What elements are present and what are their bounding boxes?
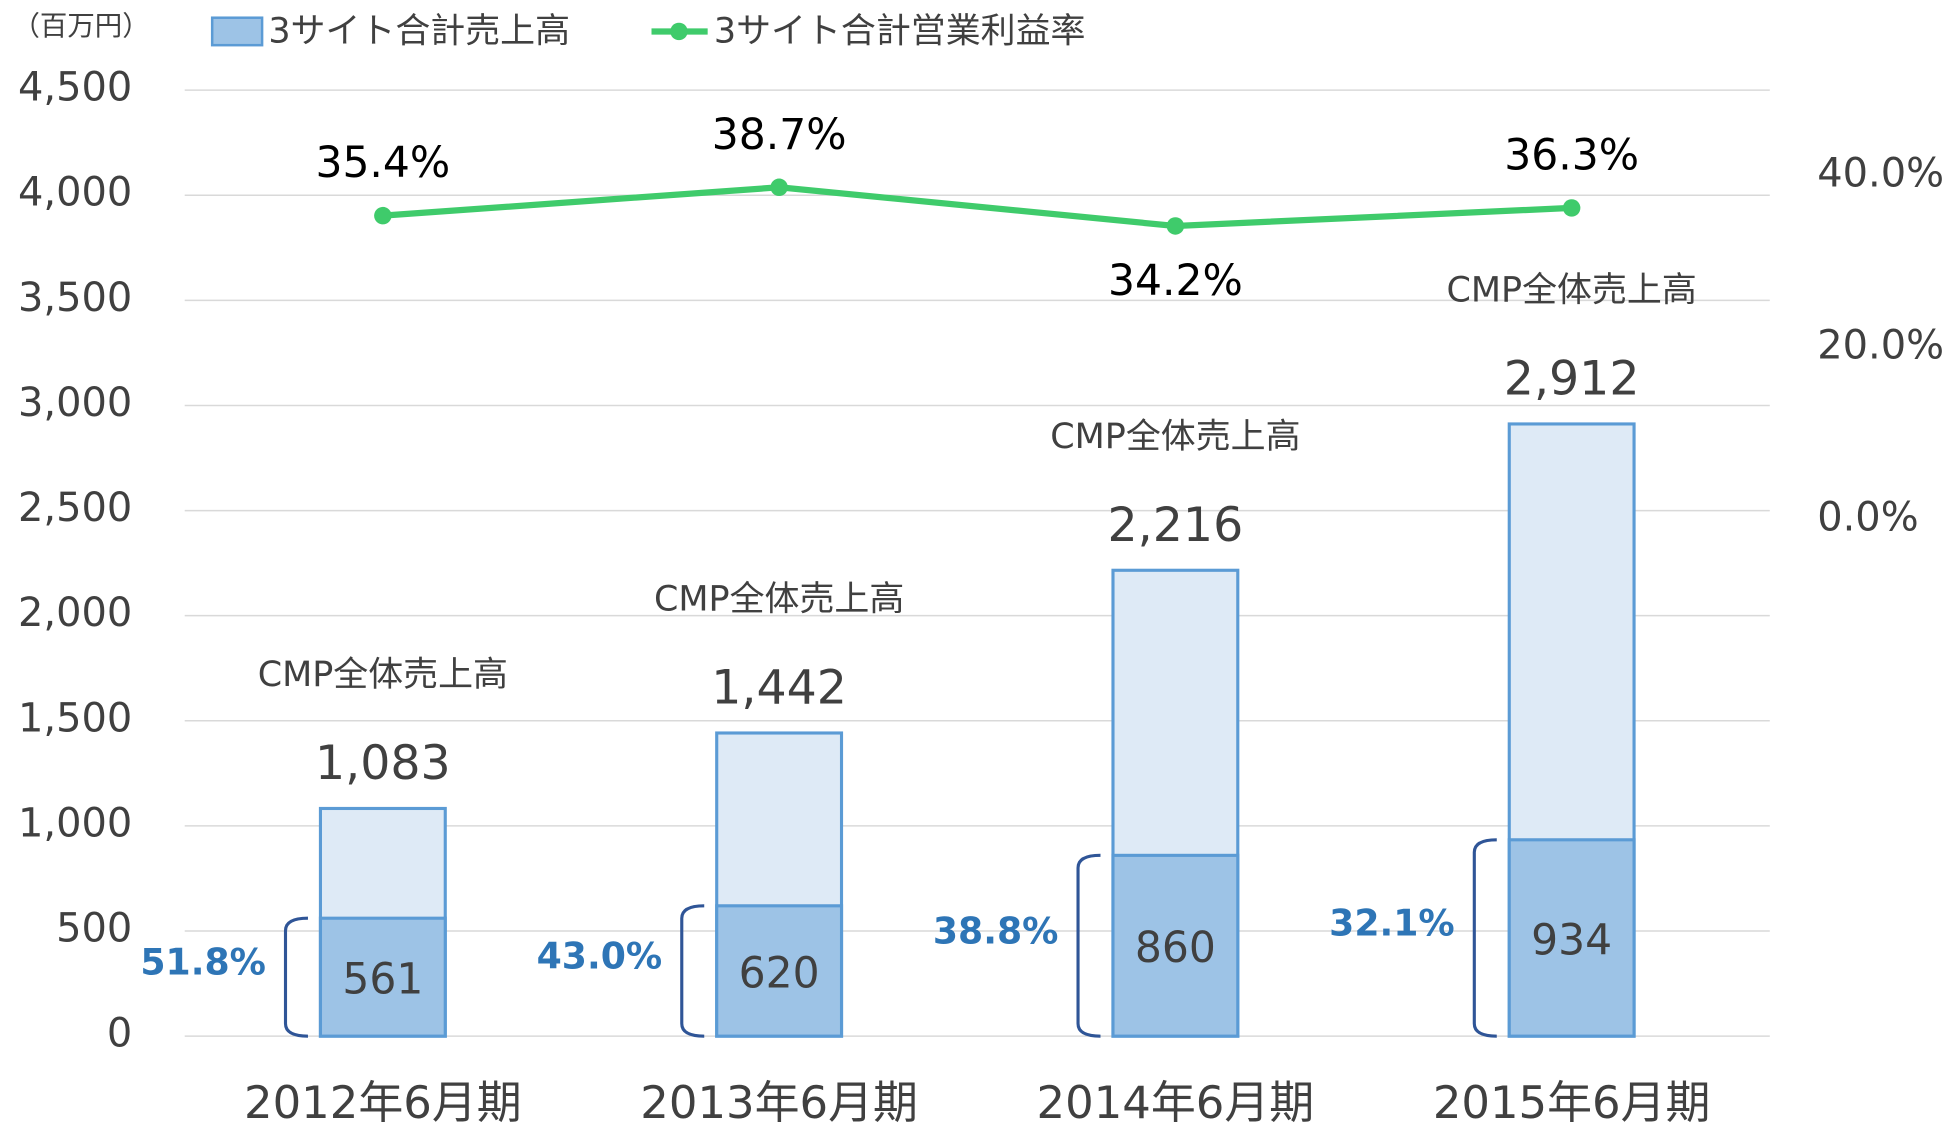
y2-tick-label: 20.0% xyxy=(1817,323,1944,369)
share-bracket xyxy=(1472,838,1497,1038)
margin-line xyxy=(382,184,1572,230)
y-tick-label: 1,500 xyxy=(18,695,132,741)
x-tick-label: 2014年6月期 xyxy=(1037,1076,1315,1129)
x-tick-label: 2012年6月期 xyxy=(244,1076,522,1129)
y-tick-label: 4,000 xyxy=(18,170,132,216)
y2-tick-label: 0.0% xyxy=(1817,495,1918,541)
margin-point xyxy=(374,206,392,225)
margin-point xyxy=(1166,217,1185,235)
total-value-label: 1,083 xyxy=(315,736,451,791)
site-value-label: 561 xyxy=(342,956,423,1005)
total-name-label: CMP全体売上高 xyxy=(1447,271,1697,311)
margin-label: 36.3% xyxy=(1504,132,1639,181)
total-value-label: 1,442 xyxy=(711,661,847,716)
x-tick-label: 2013年6月期 xyxy=(640,1076,918,1129)
margin-point xyxy=(770,178,788,197)
site-value-label: 860 xyxy=(1135,924,1216,973)
y-axis-label: （百万円） xyxy=(12,11,149,42)
site-bar xyxy=(715,904,844,1038)
legend-marker xyxy=(670,22,688,41)
margin-point xyxy=(1562,199,1581,217)
share-label: 43.0% xyxy=(537,934,663,977)
y-tick-label: 3,500 xyxy=(18,275,132,321)
legend-label: 3サイト合計営業利益率 xyxy=(714,12,1086,52)
share-bracket xyxy=(680,904,705,1038)
total-name-label: CMP全体売上高 xyxy=(654,580,904,620)
total-value-label: 2,912 xyxy=(1504,352,1640,407)
y-tick-label: 3,000 xyxy=(18,380,132,426)
y-tick-label: 1,000 xyxy=(18,800,132,846)
total-name-label: CMP全体売上高 xyxy=(258,655,508,695)
site-bar xyxy=(318,916,447,1038)
y-tick-label: 0 xyxy=(107,1011,132,1057)
total-name-label: CMP全体売上高 xyxy=(1050,417,1300,457)
margin-label: 35.4% xyxy=(315,139,450,188)
y2-tick-label: 40.0% xyxy=(1817,151,1944,197)
share-label: 38.8% xyxy=(933,909,1059,952)
legend-label: 3サイト合計売上高 xyxy=(268,12,570,52)
share-label: 32.1% xyxy=(1329,901,1455,944)
y-tick-label: 500 xyxy=(56,906,132,952)
legend-swatch xyxy=(210,16,264,47)
margin-label: 34.2% xyxy=(1108,257,1243,306)
y-tick-label: 2,500 xyxy=(18,485,132,531)
margin-label: 38.7% xyxy=(712,111,847,160)
share-bracket xyxy=(1076,853,1101,1038)
total-value-label: 2,216 xyxy=(1108,498,1244,553)
site-value-label: 620 xyxy=(739,949,820,998)
y-tick-label: 2,000 xyxy=(18,590,132,636)
site-value-label: 934 xyxy=(1531,916,1612,965)
y-tick-label: 4,500 xyxy=(18,65,132,111)
x-tick-label: 2015年6月期 xyxy=(1433,1076,1711,1129)
share-bracket xyxy=(283,916,308,1038)
site-bar xyxy=(1507,838,1636,1038)
share-label: 51.8% xyxy=(140,941,266,984)
site-bar xyxy=(1111,853,1240,1038)
